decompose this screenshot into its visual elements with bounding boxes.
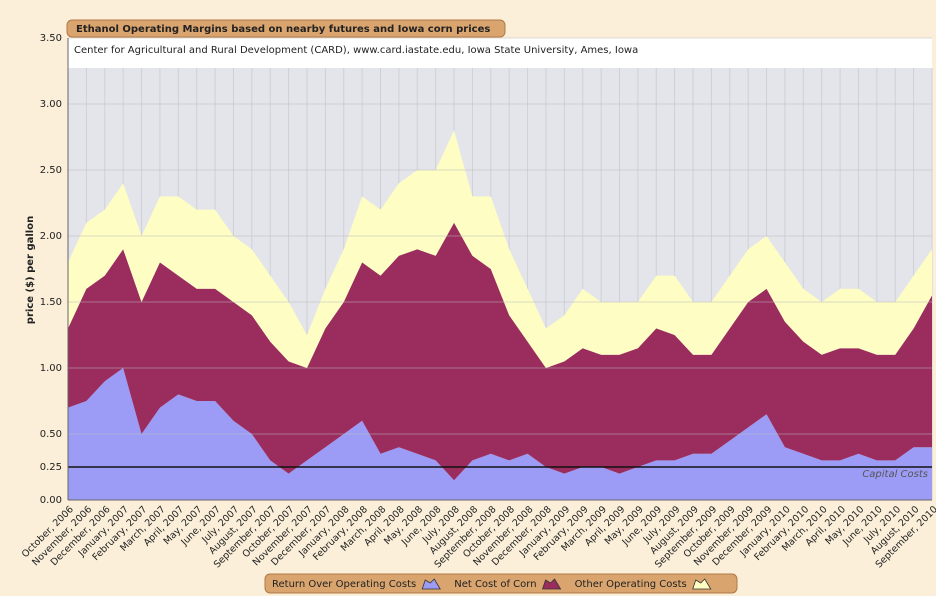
legend-label: Other Operating Costs	[575, 579, 687, 590]
y-axis-label: price ($) per gallon	[25, 216, 36, 324]
y-tick-label: 1.00	[40, 363, 62, 374]
area	[68, 222, 932, 481]
legend-swatch	[542, 578, 562, 590]
legend-swatch	[421, 578, 441, 590]
legend-box	[264, 573, 738, 594]
reference-label: Capital Costs	[862, 469, 928, 480]
y-tick-label: 2.00	[40, 231, 62, 242]
plot	[67, 37, 933, 501]
y-tick-label: 1.50	[40, 297, 62, 308]
chart-title: Ethanol Operating Margins based on nearb…	[76, 24, 490, 35]
y-tick-label: 3.50	[40, 33, 62, 44]
chart-subtitle: Center for Agricultural and Rural Develo…	[74, 45, 638, 56]
y-tick-label: 0.00	[40, 495, 62, 506]
y-tick-label: 2.50	[40, 165, 62, 176]
title-badge	[66, 19, 506, 38]
legend-label: Return Over Operating Costs	[272, 579, 416, 590]
area	[68, 130, 932, 368]
legend-label: Net Cost of Corn	[454, 579, 536, 590]
legend-swatch	[692, 578, 712, 590]
y-tick-label: 0.25	[40, 462, 62, 473]
y-tick-label: 0.50	[40, 429, 62, 440]
y-tick-label: 3.00	[40, 99, 62, 110]
